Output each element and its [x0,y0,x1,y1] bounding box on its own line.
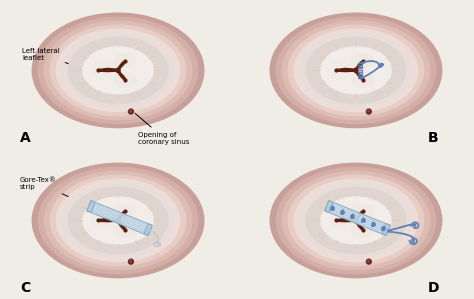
Polygon shape [356,222,364,230]
Polygon shape [356,211,364,219]
Polygon shape [356,71,364,80]
Ellipse shape [288,25,424,115]
Polygon shape [336,68,355,71]
Ellipse shape [92,210,117,229]
Polygon shape [356,61,364,69]
Ellipse shape [62,33,174,108]
Ellipse shape [330,60,355,79]
Ellipse shape [306,187,406,254]
Circle shape [128,109,133,114]
Ellipse shape [50,175,186,266]
Circle shape [367,110,369,112]
Polygon shape [87,201,152,236]
Text: A: A [20,131,31,145]
Ellipse shape [288,175,424,266]
Ellipse shape [330,210,355,229]
Ellipse shape [321,47,391,94]
Ellipse shape [83,197,153,244]
Text: B: B [428,131,438,145]
Ellipse shape [294,179,418,262]
Ellipse shape [282,21,430,120]
Ellipse shape [306,37,406,103]
Text: D: D [428,281,439,295]
Polygon shape [98,68,117,71]
Circle shape [366,259,371,264]
Ellipse shape [68,37,168,103]
Polygon shape [118,222,126,230]
Circle shape [354,218,358,222]
Ellipse shape [56,179,180,262]
Polygon shape [382,224,390,236]
Ellipse shape [114,223,136,237]
Ellipse shape [92,60,117,79]
Text: Gore-Tex®
strip: Gore-Tex® strip [20,177,68,196]
Circle shape [116,68,120,72]
Ellipse shape [83,47,153,94]
Ellipse shape [56,29,180,112]
Ellipse shape [300,33,412,108]
Polygon shape [325,201,390,236]
Ellipse shape [352,223,374,237]
Ellipse shape [270,163,442,278]
Ellipse shape [352,204,374,218]
Polygon shape [336,219,355,222]
Text: Left lateral
leaflet: Left lateral leaflet [22,48,77,67]
Ellipse shape [294,29,418,112]
Text: C: C [20,281,30,295]
Ellipse shape [68,187,168,254]
Text: Opening of
coronary sinus: Opening of coronary sinus [135,113,190,145]
Ellipse shape [276,167,436,274]
Polygon shape [118,211,126,219]
Ellipse shape [282,171,430,270]
Ellipse shape [270,13,442,128]
Ellipse shape [62,183,174,258]
Ellipse shape [32,163,204,278]
Circle shape [354,68,358,72]
Ellipse shape [32,13,204,128]
Ellipse shape [50,25,186,115]
Ellipse shape [38,167,198,274]
Circle shape [128,259,133,264]
Polygon shape [325,201,333,213]
Polygon shape [98,219,117,222]
Ellipse shape [352,54,374,68]
Polygon shape [118,71,126,80]
Ellipse shape [321,197,391,244]
Circle shape [129,110,131,112]
Ellipse shape [114,73,136,87]
Circle shape [367,260,369,262]
Ellipse shape [276,17,436,123]
Polygon shape [118,61,126,69]
Ellipse shape [44,171,192,270]
Polygon shape [87,201,95,213]
Ellipse shape [114,54,136,68]
Ellipse shape [38,17,198,123]
Ellipse shape [114,204,136,218]
Polygon shape [144,224,152,236]
Circle shape [116,218,120,222]
Circle shape [366,109,371,114]
Circle shape [129,260,131,262]
Ellipse shape [300,183,412,258]
Ellipse shape [44,21,192,120]
Ellipse shape [352,73,374,87]
